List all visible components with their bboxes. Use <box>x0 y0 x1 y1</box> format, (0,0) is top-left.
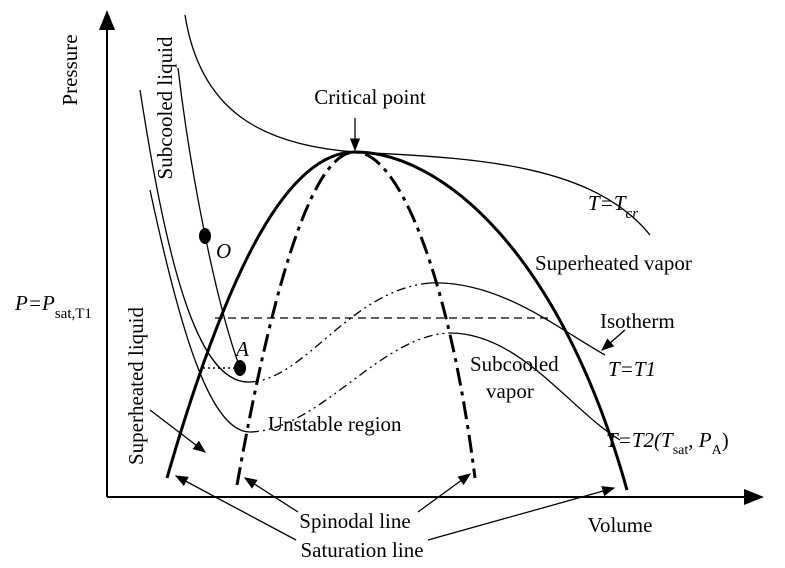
y-axis-label: Pressure <box>58 34 82 105</box>
label: Unstable region <box>268 412 402 436</box>
label: A <box>234 337 249 361</box>
t1-isotherm <box>139 89 251 383</box>
label: Subcooled liquid <box>153 36 177 179</box>
t2-isotherm <box>149 189 251 433</box>
point-a <box>234 360 246 376</box>
t1-isotherm <box>429 282 606 356</box>
t2-isotherm <box>449 332 621 441</box>
arrow <box>427 486 616 541</box>
x-axis-label: Volume <box>588 513 653 537</box>
arrow <box>417 473 472 513</box>
isotherm-label: T=Tcr <box>588 191 638 222</box>
arrow <box>243 477 299 513</box>
isotherm-label: T=T2(Tsat, PA) <box>606 428 729 458</box>
label: Critical point <box>314 85 426 109</box>
arrow <box>174 475 297 541</box>
label: Spinodal line <box>299 509 410 533</box>
label: O <box>216 239 231 263</box>
point-o <box>199 228 211 244</box>
label: Superheated vapor <box>535 251 692 275</box>
critical-isotherm <box>184 14 651 236</box>
t2-isotherm-unstable <box>249 332 451 433</box>
label: Saturation line <box>300 538 423 562</box>
spinodal-curve <box>235 150 477 486</box>
label: vapor <box>486 379 534 403</box>
label: Isotherm <box>600 309 675 333</box>
arrow <box>149 409 207 453</box>
metastable-curve <box>177 67 241 369</box>
isotherm-label: P=Psat,T1 <box>14 291 92 322</box>
isotherm-label: T=T1 <box>608 357 656 381</box>
label: Subcooled <box>470 352 559 376</box>
arrow <box>601 329 626 351</box>
t1-isotherm-unstable <box>249 282 431 383</box>
saturation-dome <box>165 150 629 491</box>
label: Superheated liquid <box>124 306 148 465</box>
